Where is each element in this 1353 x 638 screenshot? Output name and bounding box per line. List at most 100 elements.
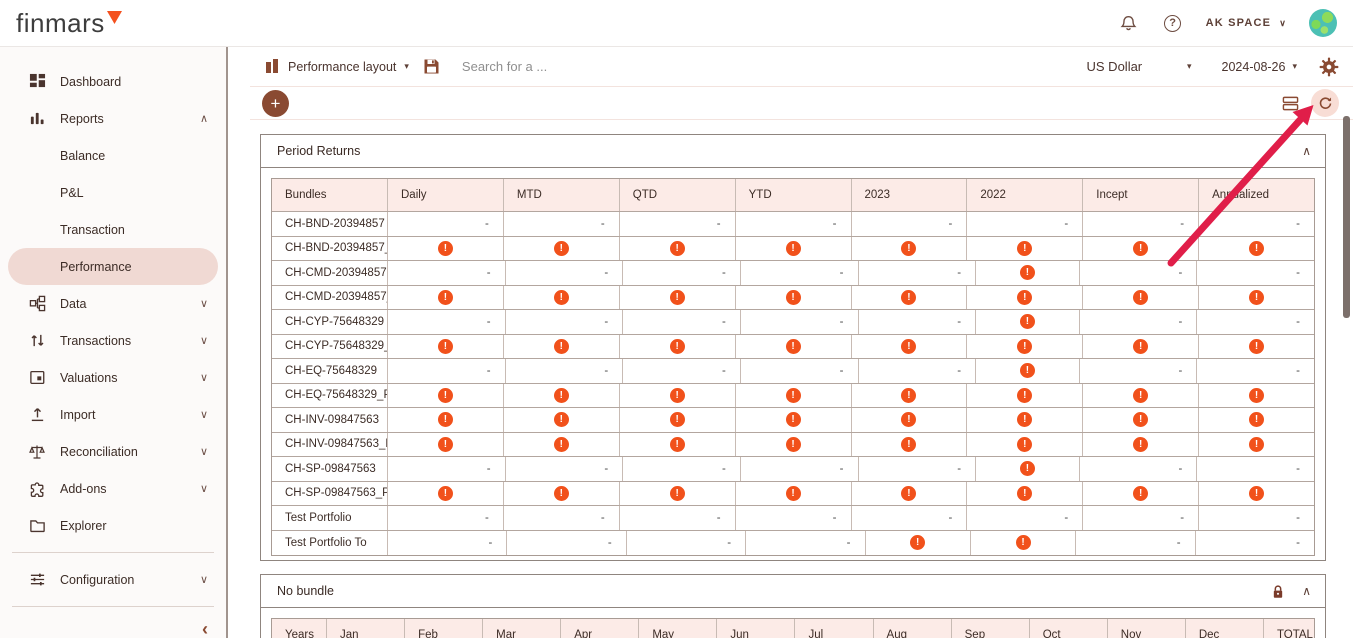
warning-icon[interactable]: !	[1019, 265, 1035, 281]
value-cell: !	[736, 236, 852, 260]
chevron-up-icon[interactable]: ∧	[1302, 144, 1311, 158]
warning-icon[interactable]: !	[785, 289, 801, 305]
warning-icon[interactable]: !	[553, 289, 569, 305]
sidebar-item-configuration[interactable]: Configuration ∨	[0, 561, 226, 598]
warning-icon[interactable]: !	[1249, 485, 1265, 501]
warning-icon[interactable]: !	[553, 387, 569, 403]
warning-icon[interactable]: !	[785, 240, 801, 256]
warning-icon[interactable]: !	[437, 338, 453, 354]
warning-icon[interactable]: !	[901, 289, 917, 305]
warning-icon[interactable]: !	[669, 240, 685, 256]
warning-icon[interactable]: !	[901, 485, 917, 501]
warning-icon[interactable]: !	[553, 485, 569, 501]
sidebar-item-import[interactable]: Import ∨	[0, 396, 226, 433]
chevron-up-icon: ∧	[199, 113, 208, 125]
avatar[interactable]	[1309, 9, 1337, 37]
search-input[interactable]	[461, 59, 682, 74]
warning-icon[interactable]: !	[1133, 412, 1149, 428]
warning-icon[interactable]: !	[437, 387, 453, 403]
warning-icon[interactable]: !	[1133, 289, 1149, 305]
add-button[interactable]: +	[262, 89, 289, 117]
sidebar-item-balance[interactable]: Balance	[0, 137, 226, 174]
warning-icon[interactable]: !	[437, 240, 453, 256]
settings-button[interactable]	[1319, 57, 1339, 77]
warning-icon[interactable]: !	[1133, 436, 1149, 452]
finmars-logo[interactable]: finmars	[16, 8, 122, 38]
warning-icon[interactable]: !	[437, 436, 453, 452]
lock-icon[interactable]	[1270, 583, 1286, 600]
currency-selector[interactable]: US Dollar ▾	[1087, 59, 1192, 74]
warning-icon[interactable]: !	[1249, 240, 1265, 256]
value-cell: !	[388, 236, 504, 260]
warning-icon[interactable]: !	[553, 240, 569, 256]
warning-icon[interactable]: !	[901, 436, 917, 452]
warning-icon[interactable]: !	[669, 387, 685, 403]
warning-icon[interactable]: !	[1017, 240, 1033, 256]
warning-icon[interactable]: !	[901, 240, 917, 256]
chevron-up-icon[interactable]: ∧	[1302, 584, 1311, 598]
warning-icon[interactable]: !	[1019, 363, 1035, 379]
warning-icon[interactable]: !	[785, 338, 801, 354]
warning-icon[interactable]: !	[785, 387, 801, 403]
sidebar-item-reconciliation[interactable]: Reconciliation ∨	[0, 433, 226, 470]
date-selector[interactable]: 2024-08-26 ▾	[1222, 60, 1297, 74]
warning-icon[interactable]: !	[1249, 338, 1265, 354]
warning-icon[interactable]: !	[1249, 387, 1265, 403]
vertical-scrollbar[interactable]	[1343, 116, 1350, 318]
sidebar-item-performance[interactable]: Performance	[8, 248, 218, 285]
help-icon[interactable]: ?	[1162, 12, 1184, 34]
table-rows-layout-button[interactable]	[1282, 95, 1299, 112]
sidebar-item-transaction[interactable]: Transaction	[0, 211, 226, 248]
warning-icon[interactable]: !	[1133, 485, 1149, 501]
warning-icon[interactable]: !	[1017, 485, 1033, 501]
sidebar-item-add-ons[interactable]: Add-ons ∨	[0, 470, 226, 507]
warning-icon[interactable]: !	[1017, 436, 1033, 452]
warning-icon[interactable]: !	[1133, 387, 1149, 403]
warning-icon[interactable]: !	[553, 436, 569, 452]
sidebar-item-transactions[interactable]: Transactions ∨	[0, 322, 226, 359]
workspace-selector[interactable]: AK SPACE ∨	[1206, 17, 1287, 29]
refresh-button[interactable]	[1311, 89, 1339, 117]
warning-icon[interactable]: !	[910, 535, 926, 551]
warning-icon[interactable]: !	[669, 289, 685, 305]
warning-icon[interactable]: !	[901, 338, 917, 354]
sidebar-item-reports[interactable]: Reports ∧	[0, 100, 226, 137]
warning-icon[interactable]: !	[553, 338, 569, 354]
warning-icon[interactable]: !	[785, 412, 801, 428]
warning-icon[interactable]: !	[1019, 461, 1035, 477]
sidebar-item-p-l[interactable]: P&L	[0, 174, 226, 211]
warning-icon[interactable]: !	[1017, 412, 1033, 428]
warning-icon[interactable]: !	[785, 436, 801, 452]
warning-icon[interactable]: !	[669, 412, 685, 428]
warning-icon[interactable]: !	[1015, 535, 1031, 551]
warning-icon[interactable]: !	[1249, 289, 1265, 305]
sidebar-collapse-button[interactable]: ‹	[202, 619, 208, 638]
layout-selector[interactable]: Performance layout ▾	[266, 59, 409, 74]
bell-icon[interactable]	[1118, 12, 1140, 34]
warning-icon[interactable]: !	[669, 338, 685, 354]
warning-icon[interactable]: !	[901, 387, 917, 403]
warning-icon[interactable]: !	[669, 436, 685, 452]
warning-icon[interactable]: !	[437, 485, 453, 501]
warning-icon[interactable]: !	[785, 485, 801, 501]
sidebar-item-data[interactable]: Data ∨	[0, 285, 226, 322]
sidebar-item-dashboard[interactable]: Dashboard	[0, 63, 226, 100]
warning-icon[interactable]: !	[437, 412, 453, 428]
warning-icon[interactable]: !	[553, 412, 569, 428]
warning-icon[interactable]: !	[1019, 314, 1035, 330]
warning-icon[interactable]: !	[1017, 289, 1033, 305]
warning-icon[interactable]: !	[669, 485, 685, 501]
warning-icon[interactable]: !	[1133, 240, 1149, 256]
warning-icon[interactable]: !	[1017, 387, 1033, 403]
save-layout-button[interactable]	[423, 58, 440, 75]
sidebar-item-valuations[interactable]: Valuations ∨	[0, 359, 226, 396]
warning-icon[interactable]: !	[1133, 338, 1149, 354]
warning-icon[interactable]: !	[1249, 412, 1265, 428]
warning-icon[interactable]: !	[1249, 436, 1265, 452]
column-header: May	[639, 619, 718, 638]
warning-icon[interactable]: !	[901, 412, 917, 428]
warning-icon[interactable]: !	[437, 289, 453, 305]
addons-icon	[28, 480, 46, 498]
sidebar-item-explorer[interactable]: Explorer	[0, 507, 226, 544]
warning-icon[interactable]: !	[1017, 338, 1033, 354]
